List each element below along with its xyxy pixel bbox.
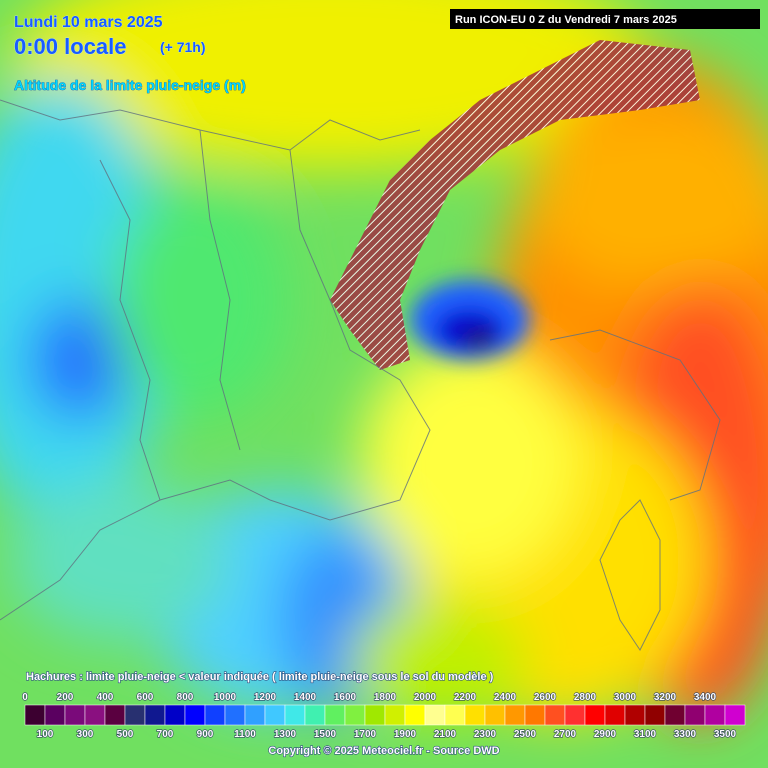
color-swatch	[364, 704, 386, 726]
color-swatch	[724, 704, 746, 726]
color-swatch	[144, 704, 166, 726]
color-swatch	[524, 704, 546, 726]
colorbar-label-bottom: 3500	[714, 729, 737, 740]
colorbar-label-bottom: 100	[37, 729, 54, 740]
color-swatch	[344, 704, 366, 726]
color-swatch	[664, 704, 686, 726]
color-swatch	[584, 704, 606, 726]
colorbar-label-bottom: 700	[157, 729, 174, 740]
legend-note: Hachures : limite pluie-neige < valeur i…	[26, 671, 494, 683]
colorbar-label-top: 600	[137, 692, 154, 703]
colorbar: 0 200 400 600 800 1000 1200 1400 1600 1800 2000 220…	[22, 691, 746, 741]
color-swatch	[164, 704, 186, 726]
color-swatch	[184, 704, 206, 726]
copyright: Copyright © 2025 Meteociel.fr - Source D…	[268, 745, 499, 757]
colorbar-label-bottom: 3300	[674, 729, 697, 740]
color-swatch	[204, 704, 226, 726]
color-swatch	[564, 704, 586, 726]
color-swatch	[404, 704, 426, 726]
colorbar-label-bottom: 1100	[234, 729, 256, 740]
color-swatch	[644, 704, 666, 726]
colorbar-label-bottom: 1900	[394, 729, 417, 740]
colorbar-label-top: 1400	[294, 692, 317, 703]
lead-label: (+ 71h)	[160, 39, 206, 55]
colorbar-label-bottom: 300	[77, 729, 94, 740]
colorbar-label-bottom: 900	[197, 729, 214, 740]
color-swatch	[84, 704, 106, 726]
color-swatch	[624, 704, 646, 726]
colorbar-label-top: 3000	[614, 692, 637, 703]
color-swatch	[504, 704, 526, 726]
color-swatch	[704, 704, 726, 726]
colorbar-label-top: 2400	[494, 692, 517, 703]
colorbar-label-bottom: 2900	[594, 729, 617, 740]
colorbar-label-top: 2000	[414, 692, 437, 703]
color-swatch	[124, 704, 146, 726]
color-swatch	[604, 704, 626, 726]
colorbar-label-bottom: 2100	[434, 729, 457, 740]
colorbar-label-bottom: 1500	[314, 729, 337, 740]
colorbar-label-bottom: 1700	[354, 729, 377, 740]
color-swatch	[384, 704, 406, 726]
color-swatch	[424, 704, 446, 726]
color-swatch	[684, 704, 706, 726]
color-swatch	[484, 704, 506, 726]
colorbar-label-top: 800	[177, 692, 194, 703]
colorbar-label-top: 2200	[454, 692, 477, 703]
color-swatch	[324, 704, 346, 726]
colorbar-label-top: 400	[97, 692, 114, 703]
colorbar-label-top: 1000	[214, 692, 237, 703]
color-swatch	[544, 704, 566, 726]
time-label: 0:00 locale	[14, 34, 127, 59]
colorbar-label-top: 1600	[334, 692, 357, 703]
color-swatch	[104, 704, 126, 726]
run-box	[450, 9, 760, 29]
color-swatch	[444, 704, 466, 726]
colorbar-label-bottom: 500	[117, 729, 134, 740]
map-title: Altitude de la limite pluie-neige (m)	[14, 77, 246, 93]
colorbar-label-top: 2600	[534, 692, 557, 703]
run-label: Run ICON-EU 0 Z du Vendredi 7 mars 2025	[455, 14, 677, 26]
color-swatch	[284, 704, 306, 726]
colorbar-label-bottom: 1300	[274, 729, 297, 740]
colorbar-label-bottom: 2500	[514, 729, 537, 740]
colorbar-label-top: 2800	[574, 692, 597, 703]
colorbar-label-top: 0	[22, 692, 28, 703]
colorbar-label-bottom: 2700	[554, 729, 577, 740]
colorbar-label-bottom: 2300	[474, 729, 497, 740]
color-swatch	[64, 704, 86, 726]
color-swatch	[224, 704, 246, 726]
color-swatch	[264, 704, 286, 726]
color-swatch	[464, 704, 486, 726]
color-swatch	[24, 704, 46, 726]
colorbar-label-top: 3200	[654, 692, 677, 703]
colorbar-label-top: 1200	[254, 692, 277, 703]
colorbar-label-top: 200	[57, 692, 74, 703]
color-swatch	[44, 704, 66, 726]
colorbar-label-bottom: 3100	[634, 729, 657, 740]
color-swatch	[304, 704, 326, 726]
date-label: Lundi 10 mars 2025	[14, 14, 163, 31]
colorbar-label-top: 1800	[374, 692, 397, 703]
colorbar-label-top: 3400	[694, 692, 717, 703]
color-swatch	[244, 704, 266, 726]
